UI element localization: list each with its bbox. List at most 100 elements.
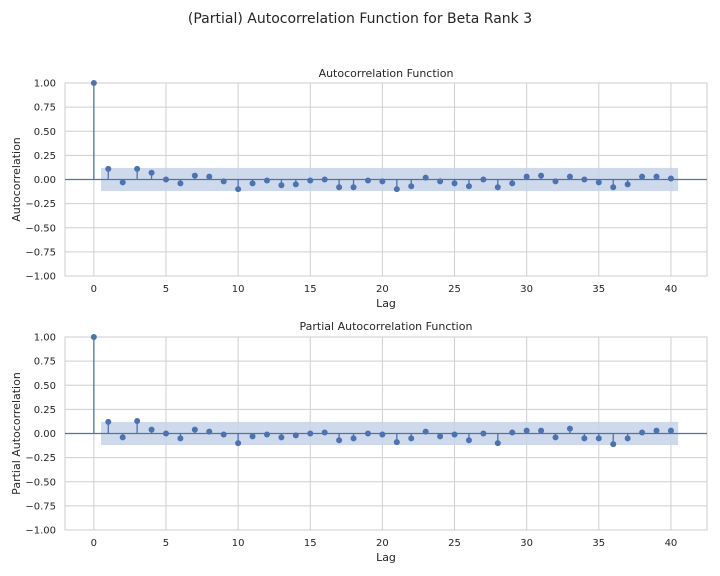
pacf-y-tick-label: 0.75	[34, 357, 56, 368]
pacf-marker	[595, 435, 602, 442]
acf-x-tick-label: 30	[520, 284, 533, 295]
acf-marker	[292, 181, 299, 188]
acf-marker	[249, 180, 256, 187]
acf-marker	[263, 177, 270, 184]
pacf-marker	[364, 430, 371, 437]
pacf-marker	[408, 435, 415, 442]
acf-marker	[451, 180, 458, 187]
acf-y-tick-label: −1.00	[25, 272, 56, 283]
pacf-marker	[321, 429, 328, 436]
pacf-y-tick-label: 0.50	[34, 381, 56, 392]
pacf-marker	[610, 441, 617, 448]
pacf-x-tick-label: 25	[448, 538, 461, 549]
acf-marker	[566, 173, 573, 180]
acf-marker	[595, 179, 602, 186]
acf-marker	[350, 184, 357, 191]
acf-marker	[509, 180, 516, 187]
acf-y-tick-label: 1.00	[34, 79, 56, 90]
acf-marker	[624, 181, 631, 188]
acf-marker	[134, 165, 141, 172]
acf-marker	[581, 176, 588, 183]
acf-marker	[278, 182, 285, 189]
pacf-marker	[494, 440, 501, 447]
pacf-y-axis-label: Partial Autocorrelation	[10, 372, 23, 495]
acf-y-tick-label: −0.25	[25, 199, 56, 210]
pacf-x-tick-label: 0	[91, 538, 97, 549]
acf-x-tick-label: 15	[304, 284, 317, 295]
pacf-marker	[249, 433, 256, 440]
pacf-x-axis-label: Lag	[376, 551, 396, 564]
acf-x-tick-label: 0	[91, 284, 97, 295]
acf-marker	[105, 165, 112, 172]
acf-marker	[538, 172, 545, 179]
pacf-marker	[653, 427, 660, 434]
acf-marker	[206, 173, 213, 180]
pacf-x-tick-label: 15	[304, 538, 317, 549]
pacf-marker	[451, 431, 458, 438]
acf-x-tick-label: 35	[592, 284, 605, 295]
pacf-panel: Partial Autocorrelation Function Lag Par…	[10, 320, 708, 564]
acf-marker	[523, 173, 530, 180]
pacf-marker	[465, 437, 472, 444]
pacf-y-tick-label: 0.25	[34, 405, 56, 416]
acf-x-tick-label: 25	[448, 284, 461, 295]
pacf-x-tick-label: 5	[163, 538, 169, 549]
pacf-y-tick-label: −0.75	[25, 501, 56, 512]
acf-y-tick-label: 0.00	[34, 175, 56, 186]
acf-marker	[307, 177, 314, 184]
pacf-marker	[480, 430, 487, 437]
pacf-marker	[206, 428, 213, 435]
acf-marker	[119, 179, 126, 186]
acf-x-tick-label: 5	[163, 284, 169, 295]
pacf-marker	[437, 433, 444, 440]
pacf-y-tick-label: −0.50	[25, 477, 56, 488]
acf-y-tick-label: 0.50	[34, 127, 56, 138]
pacf-marker	[379, 431, 386, 438]
pacf-marker	[393, 439, 400, 446]
acf-marker	[336, 184, 343, 191]
acf-y-tick-label: −0.75	[25, 247, 56, 258]
pacf-marker	[162, 430, 169, 437]
acf-x-tick-label: 20	[376, 284, 389, 295]
pacf-marker	[509, 429, 516, 436]
acf-marker	[639, 173, 646, 180]
acf-marker	[220, 178, 227, 185]
pacf-marker	[105, 418, 112, 425]
pacf-marker	[191, 426, 198, 433]
pacf-y-tick-label: −0.25	[25, 453, 56, 464]
acf-marker	[494, 184, 501, 191]
acf-plot-area: −1.00 −0.75 −0.50 −0.25 0.00 0.25 0.50 0.75 1.00…	[25, 79, 708, 295]
acf-marker	[148, 169, 155, 176]
pacf-marker	[177, 435, 184, 442]
pacf-marker	[336, 437, 343, 444]
pacf-marker	[552, 434, 559, 441]
acf-x-tick-label: 40	[665, 284, 678, 295]
pacf-marker	[538, 427, 545, 434]
acf-marker	[552, 178, 559, 185]
acf-y-tick-label: 0.25	[34, 151, 56, 162]
pacf-marker	[90, 334, 97, 340]
pacf-marker	[639, 429, 646, 436]
acf-marker	[667, 175, 674, 182]
pacf-x-tick-label: 35	[592, 538, 605, 549]
acf-marker	[393, 186, 400, 193]
pacf-marker	[566, 425, 573, 432]
acf-marker	[235, 186, 242, 193]
pacf-marker	[307, 430, 314, 437]
acf-y-tick-label: 0.75	[34, 103, 56, 114]
pacf-marker	[523, 427, 530, 434]
pacf-marker	[220, 431, 227, 438]
pacf-x-tick-label: 10	[232, 538, 245, 549]
pacf-marker	[624, 435, 631, 442]
figure-title: (Partial) Autocorrelation Function for B…	[188, 11, 532, 27]
acf-marker	[191, 172, 198, 179]
acf-marker	[177, 180, 184, 187]
pacf-x-tick-label: 40	[665, 538, 678, 549]
pacf-marker	[581, 435, 588, 442]
acf-marker	[379, 178, 386, 185]
pacf-y-tick-label: 0.00	[34, 429, 56, 440]
pacf-plot-area: −1.00 −0.75 −0.50 −0.25 0.00 0.25 0.50 0.75 1.00…	[25, 333, 708, 549]
pacf-marker	[263, 431, 270, 438]
pacf-marker	[292, 432, 299, 439]
